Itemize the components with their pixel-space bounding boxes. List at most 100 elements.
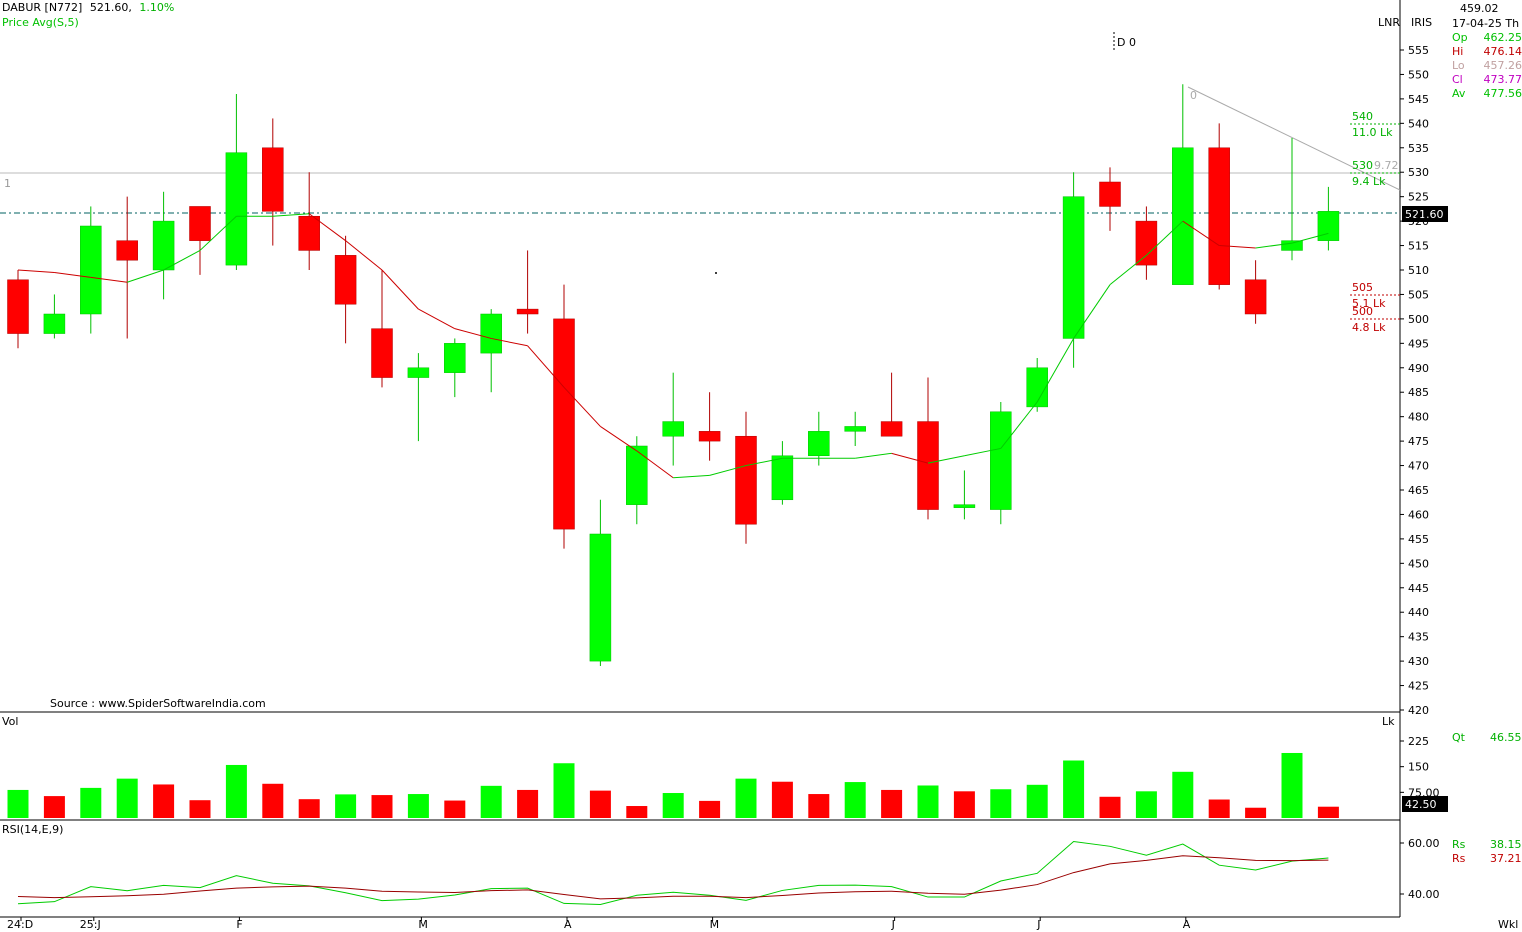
- rsi-axis: 40.00 60.00: [1400, 837, 1440, 901]
- volume-axis: 75.00 150 225: [1400, 735, 1440, 799]
- rsi-lines: [17, 840, 1329, 905]
- volume-bar: [735, 778, 757, 818]
- avg-segment: [673, 474, 710, 479]
- volume-bar: [407, 794, 429, 818]
- ohlc-panel: Op 462.25 Hi 476.14 Lo 457.26 Cl 473.77 Av 477.56: [1452, 31, 1522, 101]
- avg-segment: [1036, 338, 1075, 403]
- candle-body: [262, 147, 284, 212]
- rsi-tick-label: 40.00: [1408, 888, 1440, 901]
- rs1-value: 38.15: [1490, 838, 1522, 851]
- volume-bar: [262, 783, 284, 818]
- volume-tick-label: 150: [1408, 761, 1429, 774]
- candle-body: [444, 343, 466, 373]
- price-tick-label: 465: [1408, 484, 1429, 497]
- candle-body: [189, 206, 211, 241]
- candle-body: [152, 220, 175, 271]
- ohlc-value: 476.14: [1483, 45, 1522, 58]
- candle-body: [1208, 147, 1230, 285]
- volume-bar: [553, 763, 575, 818]
- ohlc-row: Lo 457.26: [1452, 59, 1522, 73]
- ohlc-row: Hi 476.14: [1452, 45, 1522, 59]
- price-tick-label: 545: [1408, 93, 1429, 106]
- ohlc-label: Hi: [1452, 45, 1464, 58]
- volume-bar: [1026, 784, 1048, 818]
- lnr-label[interactable]: LNR: [1378, 16, 1400, 29]
- avg-segment: [454, 328, 492, 339]
- candle-body: [80, 225, 102, 315]
- s505-vol: 5.1 Lk: [1352, 297, 1386, 310]
- avg-segment: [1146, 220, 1184, 256]
- last-price-tag-bg: [1402, 206, 1448, 222]
- rs2-label: Rs: [1452, 852, 1466, 865]
- volume-bar: [189, 800, 211, 818]
- ohlc-row: Av 477.56: [1452, 87, 1522, 101]
- avg-segment: [1291, 232, 1329, 244]
- volume-bar: [371, 795, 393, 818]
- avg-segment: [1000, 401, 1038, 449]
- price-tick-label: 455: [1408, 533, 1429, 546]
- ohlc-value: 477.56: [1483, 87, 1522, 100]
- price-tick-label: 450: [1408, 557, 1429, 570]
- volume-bar: [626, 806, 648, 818]
- volume-bar: [1099, 796, 1121, 818]
- ohlc-label: Av: [1452, 87, 1466, 100]
- candle-body: [1317, 211, 1340, 241]
- time-tick-label: 25:J: [80, 918, 101, 931]
- avg-segment: [418, 308, 456, 330]
- info-date: 17-04-25 Th: [1452, 17, 1520, 30]
- avg-segment: [745, 457, 783, 467]
- candle-body: [480, 313, 502, 354]
- candle-body: [844, 426, 866, 432]
- candle-body: [953, 504, 976, 508]
- volume-bar: [517, 789, 539, 818]
- price-tick-label: 535: [1408, 142, 1429, 155]
- volume-bar: [116, 778, 138, 818]
- volume-tag-bg: [1402, 796, 1448, 812]
- time-tick-label: J: [1036, 918, 1040, 931]
- price-tick-label: 470: [1408, 460, 1429, 473]
- price-tick-label: 480: [1408, 411, 1429, 424]
- volume-bar: [1281, 752, 1303, 818]
- volume-bar: [589, 790, 611, 818]
- price-tick-label: 440: [1408, 606, 1429, 619]
- iris-label[interactable]: IRIS: [1411, 16, 1433, 29]
- level-label: 1: [4, 177, 11, 190]
- volume-bar: [990, 789, 1012, 818]
- price-tick-label: 420: [1408, 704, 1429, 717]
- source-label: Source : www.SpiderSoftwareIndia.com: [50, 697, 266, 710]
- volume-bar: [335, 794, 357, 818]
- price-tick-label: 495: [1408, 337, 1429, 350]
- avg-segment: [1255, 242, 1293, 249]
- r530-label: 530: [1352, 159, 1373, 172]
- ohlc-value: 462.25: [1483, 31, 1522, 44]
- candle-body: [880, 421, 903, 437]
- price-tick-label: 435: [1408, 631, 1429, 644]
- s500-vol: 4.8 Lk: [1352, 321, 1386, 334]
- volume-bar: [662, 793, 684, 818]
- volume-bar: [1317, 806, 1339, 818]
- avg-segment: [491, 337, 528, 347]
- ohlc-label: Cl: [1452, 73, 1463, 86]
- volume-bar: [80, 787, 102, 818]
- r540-vol: 11.0 Lk: [1352, 126, 1393, 139]
- avg-segment: [163, 250, 201, 271]
- candle-body: [116, 240, 138, 261]
- volume-bar: [480, 785, 502, 818]
- volume-bar: [1172, 771, 1194, 818]
- volume-last-tag: 42.50: [1405, 798, 1437, 811]
- rsi-tick-label: 60.00: [1408, 837, 1440, 850]
- volume-bar: [43, 796, 65, 818]
- candle-body: [1244, 279, 1267, 315]
- volume-bar: [444, 800, 466, 818]
- avg-segment: [272, 213, 310, 217]
- volume-bar: [7, 789, 29, 818]
- change-label: 1.10%: [139, 1, 175, 14]
- avg-segment: [527, 345, 565, 388]
- avg-segment: [17, 269, 55, 273]
- candle-body: [662, 421, 684, 437]
- price-tick-label: 430: [1408, 655, 1429, 668]
- volume-tick-label: 225: [1408, 735, 1429, 748]
- candle-body: [589, 533, 612, 662]
- period-label[interactable]: Wkl: [1498, 918, 1518, 931]
